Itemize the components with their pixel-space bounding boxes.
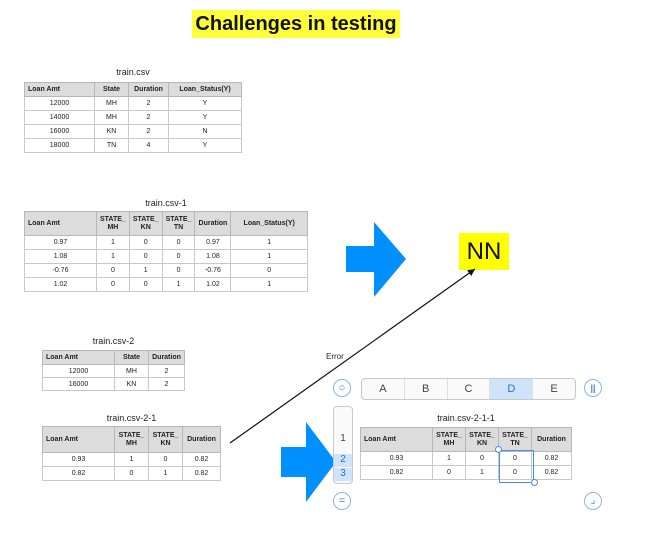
right-arrow-icon xyxy=(346,222,406,297)
table-caption-train-csv-2-1: train.csv-2-1 xyxy=(106,413,157,423)
column-header-b[interactable]: B xyxy=(405,379,448,399)
table-cell: 1.02 xyxy=(194,277,232,292)
column-header: Loan_Status(Y) xyxy=(230,211,308,236)
table-row: 0.82 0 1 0.82 xyxy=(42,466,221,481)
pause-icon[interactable]: || xyxy=(584,379,602,397)
column-header-d[interactable]: D xyxy=(490,379,534,399)
table-cell: KN xyxy=(114,377,149,391)
column-header: Loan Amt xyxy=(24,211,97,236)
column-header: STATE_ TN xyxy=(498,427,532,452)
table-train-csv-2-1-1: Loan Amt STATE_ MH STATE_ KN STATE_ TN Durat… xyxy=(360,427,572,480)
table-caption-train-csv-1: train.csv-1 xyxy=(145,198,187,208)
table-train-csv-1: Loan Amt STATE_ MH STATE_ KN STATE_ TN Durat… xyxy=(24,211,308,292)
table-cell: 0.82 xyxy=(182,466,221,481)
circle-icon[interactable]: ○ xyxy=(333,379,351,397)
column-header: Duration xyxy=(194,211,232,236)
table-row: -0.76 0 1 0 -0.76 0 xyxy=(24,263,308,278)
table-cell: 0 xyxy=(128,277,163,292)
column-header: Loan Amt xyxy=(24,82,95,97)
cell-selection-box[interactable] xyxy=(499,450,534,483)
table-train-csv: Loan Amt State Duration Loan_Status(Y) 1200… xyxy=(24,82,242,153)
table-row: 18000 TN 4 Y xyxy=(24,138,242,153)
table-caption-train-csv-2-1-1: train.csv-2-1-1 xyxy=(437,413,495,423)
table-train-csv-2-1: Loan Amt STATE_ MH STATE_ KN Duration 0.93 1… xyxy=(42,426,221,481)
column-header: STATE_ MH xyxy=(114,426,149,453)
page-title: Challenges in testing xyxy=(192,10,400,38)
table-row: 1.02 0 0 1 1.02 1 xyxy=(24,277,308,292)
selection-handle-bottom[interactable] xyxy=(531,479,538,486)
column-header: Duration xyxy=(182,426,221,453)
table-row: 0.82 0 1 0 0.82 xyxy=(360,465,572,480)
column-header: Duration xyxy=(148,350,185,365)
table-cell: 0.82 xyxy=(531,465,572,480)
nn-label: NN xyxy=(459,233,509,270)
table-cell: 1 xyxy=(230,277,308,292)
error-label: Error xyxy=(326,352,344,361)
column-header: Loan Amt xyxy=(360,427,433,452)
corner-resize-icon[interactable]: ⌟ xyxy=(584,492,602,510)
table-cell: 2 xyxy=(148,377,185,391)
column-header-e[interactable]: E xyxy=(550,383,558,395)
table-row: 14000 MH 2 Y xyxy=(24,110,242,125)
column-header: STATE_ MH xyxy=(432,427,466,452)
table-row: 12000 MH 2 Y xyxy=(24,96,242,111)
table-row: 16000 KN 2 xyxy=(42,377,185,391)
selection-handle-top[interactable] xyxy=(495,446,502,453)
table-cell: 1 xyxy=(161,277,196,292)
table-cell: Y xyxy=(168,138,242,153)
column-header: Loan Amt xyxy=(42,350,115,365)
table-cell: 1.02 xyxy=(24,277,97,292)
column-header: Loan Amt xyxy=(42,426,115,453)
table-caption-train-csv: train.csv xyxy=(116,67,150,77)
right-arrow-icon xyxy=(281,422,336,502)
column-header-a[interactable]: A xyxy=(362,379,405,399)
row-header-1[interactable]: 1 xyxy=(340,433,346,444)
equals-icon[interactable]: = xyxy=(333,492,351,510)
column-header: Duration xyxy=(531,427,572,452)
row-header-2[interactable]: 2 xyxy=(334,454,352,467)
table-train-csv-2: Loan Amt State Duration 12000 MH 2 16000 KN 2 xyxy=(42,350,185,391)
column-header: STATE_ TN xyxy=(161,211,196,236)
column-header: Loan_Status(Y) xyxy=(168,82,242,97)
row-header-bar[interactable]: 1 2 3 xyxy=(333,406,353,484)
table-caption-train-csv-2: train.csv-2 xyxy=(92,336,135,346)
table-row: 0.97 1 0 0 0.97 1 xyxy=(24,235,308,250)
column-header-bar[interactable]: A B C D E xyxy=(361,378,576,400)
column-header-c[interactable]: C xyxy=(448,379,491,399)
table-row: 16000 KN 2 N xyxy=(24,124,242,139)
column-header: STATE_ MH xyxy=(96,211,130,236)
row-header-3[interactable]: 3 xyxy=(334,468,352,481)
